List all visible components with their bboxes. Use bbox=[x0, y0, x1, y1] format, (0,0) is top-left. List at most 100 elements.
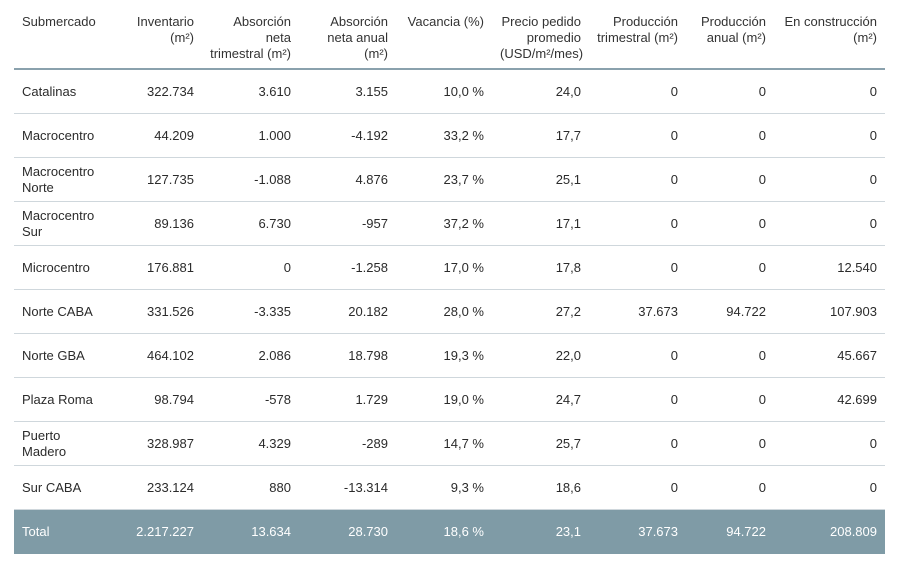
cell-precio-pedido: 17,8 bbox=[492, 245, 589, 290]
total-inventario: 2.217.227 bbox=[105, 509, 202, 554]
cell-produccion-trimestral: 0 bbox=[589, 201, 686, 246]
header-produccion-anual: Producción anual (m²) bbox=[686, 0, 774, 70]
cell-submercado: Macrocentro Sur bbox=[14, 201, 105, 246]
cell-produccion-anual: 0 bbox=[686, 201, 774, 246]
cell-submercado: Macrocentro Norte bbox=[14, 157, 105, 202]
cell-submercado: Catalinas bbox=[14, 69, 105, 114]
cell-absorcion-anual: 3.155 bbox=[299, 69, 396, 114]
cell-en-construccion: 0 bbox=[774, 201, 885, 246]
cell-precio-pedido: 22,0 bbox=[492, 333, 589, 378]
cell-submercado: Macrocentro bbox=[14, 113, 105, 158]
table-header: Submercado Inventario (m²) Absorción net… bbox=[14, 0, 885, 70]
cell-precio-pedido: 25,7 bbox=[492, 421, 589, 466]
cell-inventario: 176.881 bbox=[105, 245, 202, 290]
table-row: Norte CABA 331.526 -3.335 20.182 28,0 % … bbox=[14, 289, 885, 334]
cell-absorcion-anual: -4.192 bbox=[299, 113, 396, 158]
cell-inventario: 233.124 bbox=[105, 465, 202, 510]
cell-produccion-anual: 0 bbox=[686, 465, 774, 510]
cell-inventario: 331.526 bbox=[105, 289, 202, 334]
cell-precio-pedido: 24,7 bbox=[492, 377, 589, 422]
total-vacancia: 18,6 % bbox=[396, 509, 492, 554]
cell-produccion-anual: 0 bbox=[686, 157, 774, 202]
header-submercado: Submercado bbox=[14, 0, 105, 70]
header-en-construccion: En construcción (m²) bbox=[774, 0, 885, 70]
table-row: Sur CABA 233.124 880 -13.314 9,3 % 18,6 … bbox=[14, 465, 885, 510]
total-label: Total bbox=[14, 509, 105, 554]
header-vacancia: Vacancia (%) bbox=[396, 0, 492, 70]
cell-absorcion-anual: 20.182 bbox=[299, 289, 396, 334]
cell-inventario: 89.136 bbox=[105, 201, 202, 246]
cell-absorcion-trimestral: 6.730 bbox=[202, 201, 299, 246]
table-row: Catalinas 322.734 3.610 3.155 10,0 % 24,… bbox=[14, 69, 885, 114]
cell-produccion-trimestral: 0 bbox=[589, 377, 686, 422]
cell-absorcion-trimestral: -1.088 bbox=[202, 157, 299, 202]
table-row: Macrocentro Sur 89.136 6.730 -957 37,2 %… bbox=[14, 201, 885, 246]
cell-vacancia: 28,0 % bbox=[396, 289, 492, 334]
cell-vacancia: 19,0 % bbox=[396, 377, 492, 422]
cell-en-construccion: 107.903 bbox=[774, 289, 885, 334]
header-absorcion-trimestral: Absorción neta trimestral (m²) bbox=[202, 0, 299, 70]
cell-en-construccion: 45.667 bbox=[774, 333, 885, 378]
cell-produccion-trimestral: 0 bbox=[589, 113, 686, 158]
cell-en-construccion: 0 bbox=[774, 113, 885, 158]
cell-en-construccion: 0 bbox=[774, 465, 885, 510]
cell-produccion-anual: 0 bbox=[686, 113, 774, 158]
cell-en-construccion: 0 bbox=[774, 421, 885, 466]
header-row: Submercado Inventario (m²) Absorción net… bbox=[14, 0, 885, 70]
header-precio-pedido: Precio pedido promedio (USD/m²/mes) bbox=[492, 0, 589, 70]
cell-precio-pedido: 18,6 bbox=[492, 465, 589, 510]
table-row: Macrocentro 44.209 1.000 -4.192 33,2 % 1… bbox=[14, 113, 885, 158]
cell-inventario: 464.102 bbox=[105, 333, 202, 378]
cell-absorcion-trimestral: 1.000 bbox=[202, 113, 299, 158]
cell-inventario: 328.987 bbox=[105, 421, 202, 466]
cell-precio-pedido: 25,1 bbox=[492, 157, 589, 202]
cell-produccion-trimestral: 0 bbox=[589, 465, 686, 510]
header-inventario: Inventario (m²) bbox=[105, 0, 202, 70]
cell-absorcion-anual: -957 bbox=[299, 201, 396, 246]
cell-produccion-trimestral: 0 bbox=[589, 157, 686, 202]
cell-vacancia: 37,2 % bbox=[396, 201, 492, 246]
cell-submercado: Microcentro bbox=[14, 245, 105, 290]
cell-produccion-anual: 0 bbox=[686, 245, 774, 290]
cell-produccion-trimestral: 0 bbox=[589, 333, 686, 378]
table-row: Microcentro 176.881 0 -1.258 17,0 % 17,8… bbox=[14, 245, 885, 290]
cell-submercado: Norte GBA bbox=[14, 333, 105, 378]
cell-en-construccion: 0 bbox=[774, 157, 885, 202]
cell-vacancia: 10,0 % bbox=[396, 69, 492, 114]
office-market-table-container: Submercado Inventario (m²) Absorción net… bbox=[14, 0, 885, 554]
cell-precio-pedido: 17,1 bbox=[492, 201, 589, 246]
total-absorcion-anual: 28.730 bbox=[299, 509, 396, 554]
cell-produccion-trimestral: 0 bbox=[589, 245, 686, 290]
total-row: Total 2.217.227 13.634 28.730 18,6 % 23,… bbox=[14, 509, 885, 554]
cell-absorcion-trimestral: 4.329 bbox=[202, 421, 299, 466]
cell-vacancia: 33,2 % bbox=[396, 113, 492, 158]
total-absorcion-trimestral: 13.634 bbox=[202, 509, 299, 554]
cell-produccion-anual: 0 bbox=[686, 333, 774, 378]
cell-en-construccion: 42.699 bbox=[774, 377, 885, 422]
cell-inventario: 44.209 bbox=[105, 113, 202, 158]
cell-precio-pedido: 27,2 bbox=[492, 289, 589, 334]
cell-submercado: Puerto Madero bbox=[14, 421, 105, 466]
header-produccion-trimestral: Producción trimestral (m²) bbox=[589, 0, 686, 70]
cell-absorcion-trimestral: 2.086 bbox=[202, 333, 299, 378]
total-en-construccion: 208.809 bbox=[774, 509, 885, 554]
cell-absorcion-anual: -289 bbox=[299, 421, 396, 466]
total-produccion-anual: 94.722 bbox=[686, 509, 774, 554]
cell-submercado: Plaza Roma bbox=[14, 377, 105, 422]
cell-submercado: Norte CABA bbox=[14, 289, 105, 334]
cell-produccion-trimestral: 37.673 bbox=[589, 289, 686, 334]
cell-produccion-anual: 0 bbox=[686, 421, 774, 466]
office-market-table: Submercado Inventario (m²) Absorción net… bbox=[14, 0, 885, 554]
cell-vacancia: 9,3 % bbox=[396, 465, 492, 510]
cell-en-construccion: 12.540 bbox=[774, 245, 885, 290]
header-absorcion-anual: Absorción neta anual (m²) bbox=[299, 0, 396, 70]
cell-inventario: 98.794 bbox=[105, 377, 202, 422]
cell-absorcion-anual: -13.314 bbox=[299, 465, 396, 510]
cell-absorcion-trimestral: 880 bbox=[202, 465, 299, 510]
table-row: Macrocentro Norte 127.735 -1.088 4.876 2… bbox=[14, 157, 885, 202]
cell-produccion-anual: 0 bbox=[686, 69, 774, 114]
total-produccion-trimestral: 37.673 bbox=[589, 509, 686, 554]
cell-absorcion-trimestral: -578 bbox=[202, 377, 299, 422]
cell-precio-pedido: 17,7 bbox=[492, 113, 589, 158]
cell-absorcion-anual: -1.258 bbox=[299, 245, 396, 290]
